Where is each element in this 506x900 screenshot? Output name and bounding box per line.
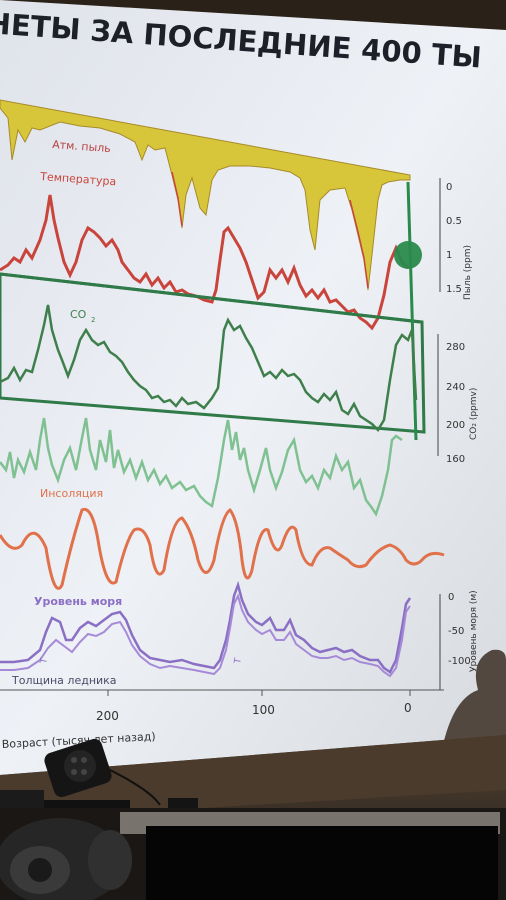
co2-series [0,304,418,433]
dust-tick-2: 1 [446,250,452,261]
temperature-series [0,194,410,331]
temperature-baseline [0,272,421,324]
co2-tick-0: 280 [446,342,465,353]
co2-label-subscript: 2 [91,316,95,324]
sea-tick-0: 0 [448,592,454,603]
insolation-label: Инсоляция [40,487,103,500]
dust-label: Атм. пыль [52,138,111,155]
foreground-speaker [146,826,498,900]
ice-thickness-label: Толщина ледника [11,674,117,687]
light-green-series [0,417,403,517]
dust-tick-3: 1.5 [446,284,462,295]
ice-thickness-series [0,593,411,678]
insolation-series [0,507,445,590]
x-tick-100: 100 [252,703,275,717]
x-tick-0: 0 [404,701,412,715]
sealevel-series [0,580,412,674]
dust-tick-0: 0 [446,182,452,193]
co2-tick-1: 240 [446,382,465,393]
sealevel-label: Уровень моря [34,595,122,608]
present-marker-dot [394,241,422,269]
co2-tick-3: 160 [446,454,465,465]
stage-light-2 [0,818,132,900]
dust-tick-1: 0.5 [446,216,462,227]
dust-series [0,99,411,291]
sealevel-marker-a: T [39,657,50,666]
co2-tick-2: 200 [446,420,465,431]
sea-tick-2: -100 [448,656,471,667]
dust-axis-label: Пыль (ppm) [463,245,473,300]
sealevel-axis-label: Уровень моря (м) [469,590,479,672]
screen-bottom-edge [0,735,506,820]
temperature-label: Температура [39,170,117,188]
sealevel-marker-b: T [233,657,244,666]
dust-shading [171,171,369,289]
x-tick-200: 200 [96,709,119,723]
stage-cable-box [168,798,198,810]
co2-label: CO [70,308,87,321]
co2-axis-label: CO₂ (ppmv) [469,388,479,440]
sea-tick-1: -50 [448,626,464,637]
